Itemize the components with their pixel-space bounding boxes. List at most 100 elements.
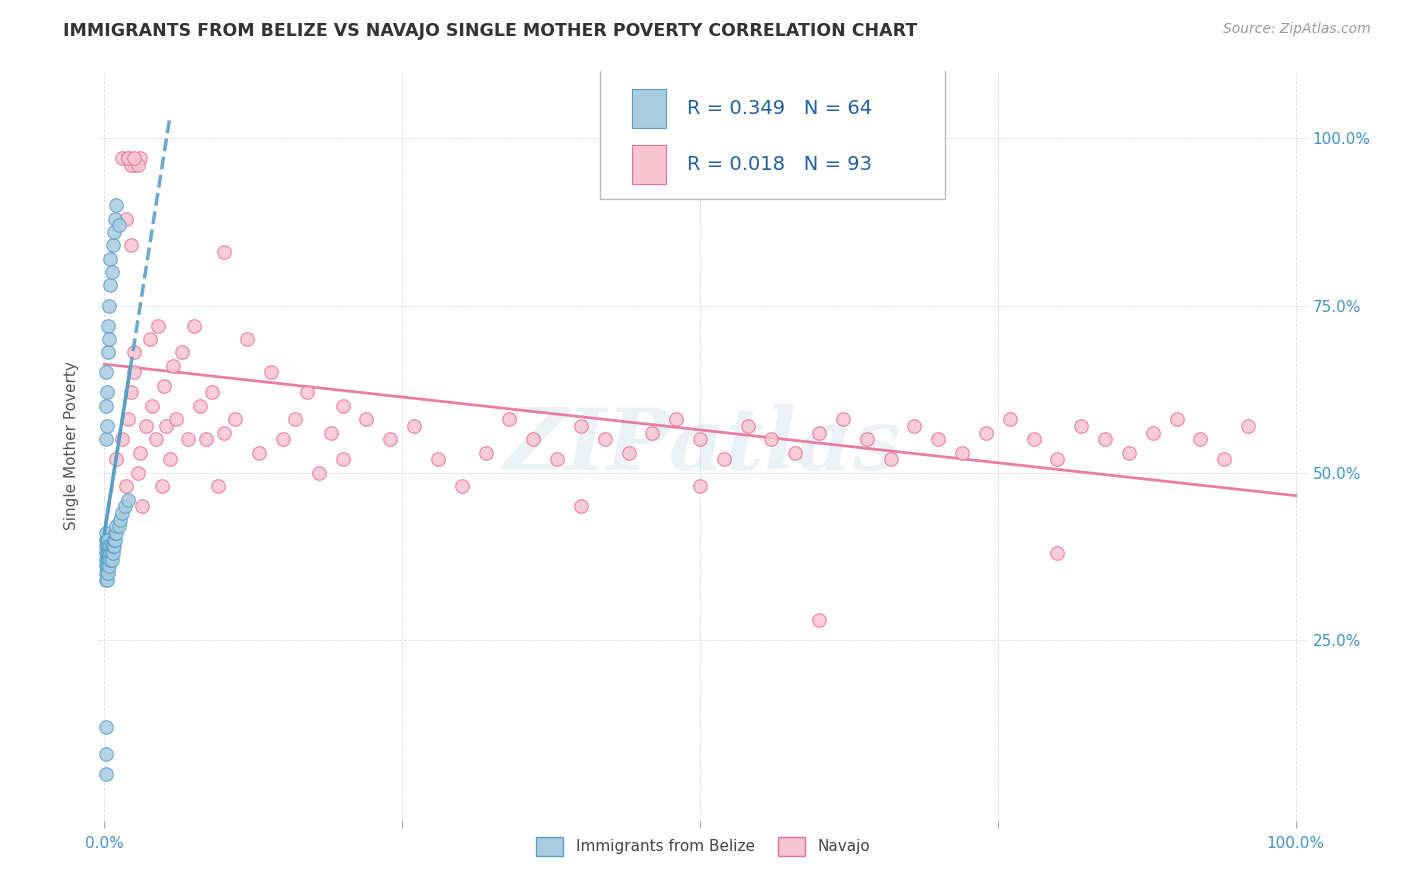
Navajo <box>162 359 184 373</box>
Navajo <box>1213 452 1236 467</box>
Navajo <box>380 433 402 447</box>
Immigrants from Belize <box>101 238 124 252</box>
Immigrants from Belize <box>103 539 125 553</box>
Navajo <box>117 412 139 426</box>
Navajo <box>546 452 568 467</box>
Immigrants from Belize <box>97 533 120 547</box>
FancyBboxPatch shape <box>600 68 945 199</box>
Navajo <box>122 345 145 359</box>
Navajo <box>903 419 925 434</box>
Immigrants from Belize <box>105 519 128 533</box>
Navajo <box>271 433 294 447</box>
Navajo <box>212 245 235 260</box>
Navajo <box>1022 433 1045 447</box>
Immigrants from Belize <box>104 526 127 541</box>
Immigrants from Belize <box>94 366 117 380</box>
Navajo <box>129 152 152 166</box>
Navajo <box>295 385 318 400</box>
Navajo <box>131 500 153 514</box>
Navajo <box>1094 433 1116 447</box>
Immigrants from Belize <box>94 767 117 781</box>
Navajo <box>111 433 134 447</box>
Navajo <box>212 425 235 440</box>
Immigrants from Belize <box>100 539 122 553</box>
Immigrants from Belize <box>98 546 121 560</box>
Navajo <box>498 412 520 426</box>
Immigrants from Belize <box>98 546 121 560</box>
Navajo <box>120 385 142 400</box>
Navajo <box>114 479 136 493</box>
Navajo <box>974 425 997 440</box>
Immigrants from Belize <box>94 566 117 581</box>
Immigrants from Belize <box>98 553 121 567</box>
Navajo <box>761 433 783 447</box>
Immigrants from Belize <box>94 546 117 560</box>
Immigrants from Belize <box>97 559 120 574</box>
Navajo <box>927 433 949 447</box>
Navajo <box>120 238 142 252</box>
Immigrants from Belize <box>107 519 129 533</box>
Navajo <box>159 452 181 467</box>
Immigrants from Belize <box>94 399 117 413</box>
Navajo <box>832 412 855 426</box>
Navajo <box>260 366 283 380</box>
Navajo <box>569 419 592 434</box>
Immigrants from Belize <box>94 433 117 447</box>
Navajo <box>200 385 222 400</box>
Navajo <box>224 412 246 426</box>
Navajo <box>808 613 831 627</box>
Navajo <box>1070 419 1092 434</box>
Text: ZIPatlas: ZIPatlas <box>503 404 903 488</box>
Navajo <box>1166 412 1188 426</box>
Bar <box>631 88 665 128</box>
Navajo <box>122 366 145 380</box>
Navajo <box>127 466 149 480</box>
Navajo <box>150 479 173 493</box>
Text: R = 0.349   N = 64: R = 0.349 N = 64 <box>688 99 872 118</box>
Immigrants from Belize <box>98 332 121 346</box>
Navajo <box>153 379 176 393</box>
Immigrants from Belize <box>94 553 117 567</box>
Navajo <box>155 419 177 434</box>
Immigrants from Belize <box>108 513 131 527</box>
Immigrants from Belize <box>101 539 124 553</box>
Immigrants from Belize <box>100 546 122 560</box>
Navajo <box>1046 452 1069 467</box>
Navajo <box>332 399 354 413</box>
Navajo <box>170 345 193 359</box>
Immigrants from Belize <box>100 265 122 279</box>
Navajo <box>284 412 307 426</box>
Immigrants from Belize <box>98 252 121 266</box>
Navajo <box>1118 446 1140 460</box>
Navajo <box>135 419 157 434</box>
Navajo <box>117 152 139 166</box>
Navajo <box>879 452 901 467</box>
Navajo <box>117 152 139 166</box>
Immigrants from Belize <box>107 219 129 233</box>
Navajo <box>138 332 160 346</box>
Navajo <box>183 318 205 333</box>
Immigrants from Belize <box>114 500 136 514</box>
Immigrants from Belize <box>96 553 118 567</box>
Immigrants from Belize <box>97 546 120 560</box>
Navajo <box>665 412 688 426</box>
Immigrants from Belize <box>98 553 121 567</box>
Immigrants from Belize <box>94 747 117 761</box>
Immigrants from Belize <box>97 345 120 359</box>
Navajo <box>713 452 735 467</box>
Immigrants from Belize <box>98 539 121 553</box>
Navajo <box>1189 433 1212 447</box>
Navajo <box>207 479 229 493</box>
Immigrants from Belize <box>94 539 117 553</box>
Immigrants from Belize <box>97 566 120 581</box>
Navajo <box>308 466 330 480</box>
Immigrants from Belize <box>101 546 124 560</box>
Navajo <box>1237 419 1260 434</box>
Immigrants from Belize <box>103 225 125 239</box>
Navajo <box>236 332 259 346</box>
Navajo <box>522 433 544 447</box>
Immigrants from Belize <box>100 553 122 567</box>
Navajo <box>122 158 145 172</box>
Immigrants from Belize <box>96 559 118 574</box>
Navajo <box>122 152 145 166</box>
